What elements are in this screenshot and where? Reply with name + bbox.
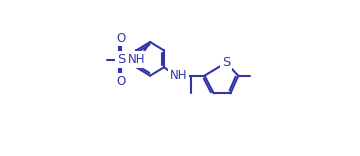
Text: S: S bbox=[117, 53, 125, 66]
Text: O: O bbox=[116, 32, 126, 45]
Text: S: S bbox=[222, 56, 230, 69]
Text: NH: NH bbox=[127, 53, 145, 66]
Text: NH: NH bbox=[170, 69, 187, 82]
Text: O: O bbox=[116, 75, 126, 88]
